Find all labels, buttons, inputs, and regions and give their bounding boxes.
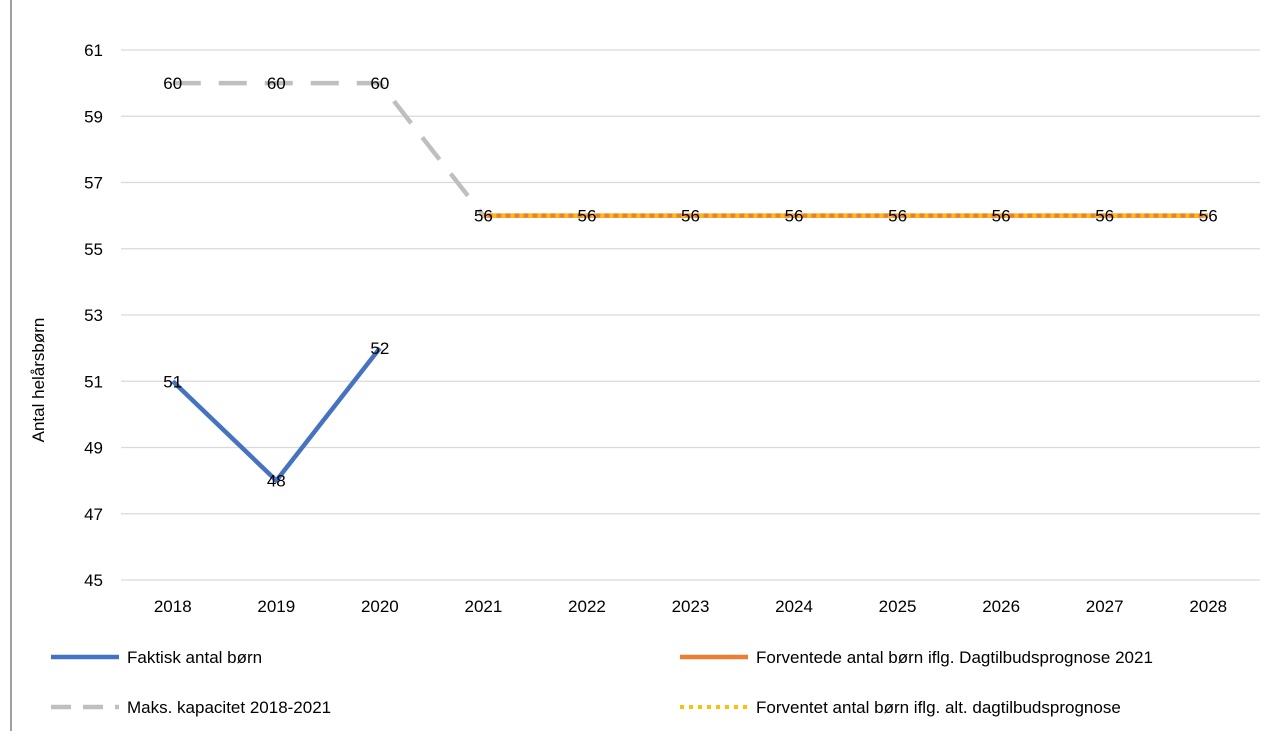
x-tick-label: 2021 — [464, 597, 502, 616]
data-label: 60 — [267, 74, 286, 93]
x-tick-label: 2019 — [257, 597, 295, 616]
data-label: 56 — [474, 207, 493, 226]
data-label: 60 — [163, 74, 182, 93]
legend: Faktisk antal børn Forventede antal børn … — [51, 648, 1153, 717]
y-tick-label: 55 — [84, 240, 103, 259]
x-axis: 2018 2019 2020 2021 2022 2023 2024 2025 2026 2027… — [154, 597, 1227, 616]
x-tick-label: 2020 — [361, 597, 399, 616]
gridlines — [121, 49, 1260, 581]
y-tick-label: 45 — [84, 571, 103, 590]
data-label: 51 — [163, 372, 182, 391]
legend-label: Maks. kapacitet 2018-2021 — [127, 698, 331, 717]
y-tick-label: 53 — [84, 306, 103, 325]
x-tick-label: 2027 — [1086, 597, 1124, 616]
data-label: 60 — [370, 74, 389, 93]
data-label: 56 — [992, 207, 1011, 226]
y-tick-label: 59 — [84, 107, 103, 126]
x-tick-label: 2024 — [775, 597, 813, 616]
legend-label: Forventede antal børn iflg. Dagtilbudspr… — [756, 648, 1153, 667]
series-line-actual — [171, 346, 382, 483]
series-lines — [171, 80, 1209, 483]
data-label: 56 — [888, 207, 907, 226]
y-axis: 45 47 49 51 53 55 57 59 61 — [84, 41, 103, 590]
x-tick-label: 2026 — [982, 597, 1020, 616]
data-label: 56 — [785, 207, 804, 226]
y-tick-label: 61 — [84, 41, 103, 60]
chart-border — [10, 0, 1273, 736]
y-tick-label: 51 — [84, 372, 103, 391]
x-tick-label: 2022 — [568, 597, 606, 616]
legend-label: Faktisk antal børn — [127, 648, 262, 667]
x-tick-label: 2028 — [1189, 597, 1227, 616]
y-tick-label: 47 — [84, 505, 103, 524]
legend-label: Forventet antal børn iflg. alt. dagtilbu… — [756, 698, 1121, 717]
data-label: 48 — [267, 472, 286, 491]
data-label: 56 — [681, 207, 700, 226]
x-tick-label: 2018 — [154, 597, 192, 616]
data-label: 56 — [577, 207, 596, 226]
y-tick-label: 57 — [84, 174, 103, 193]
x-tick-label: 2023 — [672, 597, 710, 616]
series-line-capacity — [172, 80, 486, 218]
data-label: 56 — [1199, 207, 1218, 226]
y-tick-label: 49 — [84, 439, 103, 458]
y-axis-label: Antal helårsbørn — [29, 318, 48, 443]
data-label: 56 — [1095, 207, 1114, 226]
x-tick-label: 2025 — [879, 597, 917, 616]
data-label: 52 — [370, 339, 389, 358]
data-labels: 51 48 52 60 60 60 56 56 56 56 56 56 56 56 — [163, 74, 1217, 491]
